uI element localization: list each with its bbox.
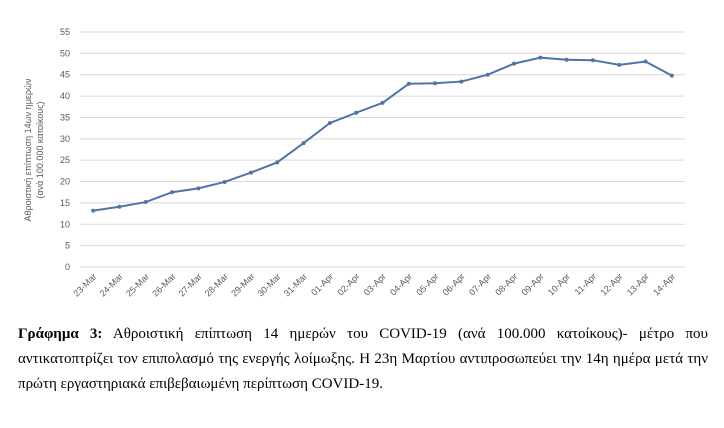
x-tick-label: 11-Apr (573, 271, 599, 297)
marker (301, 141, 306, 146)
marker (354, 110, 359, 115)
y-tick-label: 10 (60, 219, 70, 229)
x-tick-label: 26-Mar (150, 271, 177, 298)
marker (433, 81, 438, 86)
x-tick-label: 28-Mar (203, 271, 230, 298)
marker (275, 160, 280, 165)
marker (643, 59, 648, 64)
marker (590, 58, 595, 63)
y-tick-label: 15 (60, 198, 70, 208)
marker (564, 57, 569, 62)
caption: Γράφημα 3: Αθροιστική επίπτωση 14 ημερών… (18, 322, 708, 397)
marker (380, 100, 385, 105)
line (93, 56, 673, 212)
y-tick-label: 25 (60, 155, 70, 165)
y-tick-label: 0 (65, 262, 70, 272)
marker (406, 81, 411, 86)
marker (459, 79, 464, 84)
marker (196, 186, 201, 191)
marker (91, 208, 96, 213)
x-tick-label: 25-Mar (124, 271, 151, 298)
y-tick-label: 20 (60, 177, 70, 187)
y-tick-label: 55 (60, 27, 70, 37)
y-axis-label: (ανά 100.000 κατοίκους) (35, 101, 45, 198)
marker (117, 204, 122, 209)
x-tick-label: 09-Apr (520, 271, 546, 297)
x-tick-label: 29-Mar (229, 271, 256, 298)
x-tick-label: 24-Mar (98, 271, 125, 298)
x-tick-label: 03-Apr (362, 271, 388, 297)
y-tick-label: 45 (60, 70, 70, 80)
caption-label: Γράφημα 3: (18, 326, 103, 342)
x-tick-label: 31-Mar (282, 271, 309, 298)
marker (170, 190, 175, 195)
x-tick-label: 08-Apr (493, 271, 519, 297)
marker (617, 62, 622, 67)
y-tick-label: 40 (60, 91, 70, 101)
x-tick-label: 05-Apr (414, 271, 440, 297)
marker (538, 55, 543, 60)
x-tick-label: 13-Apr (625, 271, 651, 297)
x-tick-label: 27-Mar (177, 271, 204, 298)
x-tick-label: 14-Apr (651, 271, 677, 297)
marker (248, 170, 253, 175)
x-tick-label: 06-Apr (441, 271, 467, 297)
x-tick-label: 01-Apr (309, 271, 335, 297)
y-tick-label: 50 (60, 48, 70, 58)
x-tick-label: 10-Apr (546, 271, 572, 297)
x-tick-label: 23-Mar (71, 271, 98, 298)
x-tick-label: 12-Apr (598, 271, 624, 297)
marker (669, 73, 674, 78)
y-tick-label: 5 (65, 241, 70, 251)
x-tick-label: 07-Apr (467, 271, 493, 297)
marker (327, 121, 332, 126)
marker (143, 200, 148, 205)
x-tick-label: 04-Apr (388, 271, 414, 297)
marker (512, 61, 517, 66)
chart: Αθροιστική επίπτωση 14ων ημερών (ανά 100… (23, 27, 685, 299)
marker (485, 72, 490, 77)
caption-text: Αθροιστική επίπτωση 14 ημερών του COVID-… (18, 326, 708, 392)
x-tick-label: 30-Mar (255, 271, 282, 298)
marker (222, 179, 227, 184)
x-tick-label: 02-Apr (335, 271, 361, 297)
y-axis-label: Αθροιστική επίπτωση 14ων ημερών (23, 78, 33, 222)
y-tick-label: 30 (60, 134, 70, 144)
y-tick-label: 35 (60, 112, 70, 122)
